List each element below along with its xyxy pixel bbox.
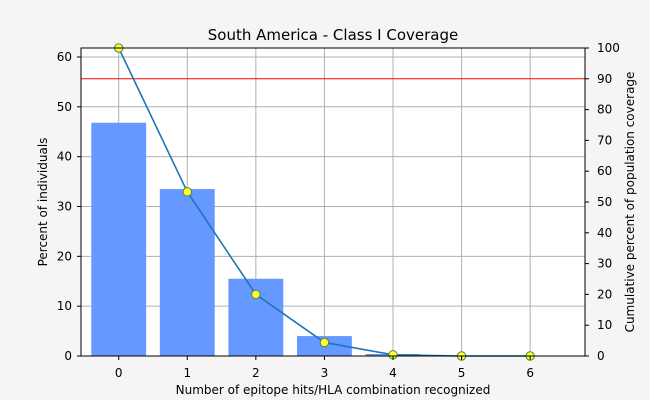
x-axis-label: Number of epitope hits/HLA combination r… <box>176 383 491 397</box>
x-tick-label: 2 <box>252 366 260 380</box>
y2-tick-label: 30 <box>597 257 612 271</box>
bar <box>159 189 215 356</box>
y2-axis-ticks: 0 10 20 30 40 50 60 70 80 90 100 <box>585 41 620 363</box>
chart-title: South America - Class I Coverage <box>208 26 458 44</box>
y-axis-label: Percent of individuals <box>36 138 50 267</box>
y2-tick-label: 10 <box>597 318 612 332</box>
plot-area <box>81 48 585 356</box>
y2-tick-label: 70 <box>597 133 612 147</box>
y-tick-label: 0 <box>64 349 72 363</box>
y2-tick-label: 0 <box>597 349 605 363</box>
y2-tick-label: 60 <box>597 164 612 178</box>
y-tick-label: 50 <box>57 100 72 114</box>
y-axis-ticks: 0 10 20 30 40 50 60 <box>57 50 81 363</box>
x-axis-ticks: 0 1 2 3 4 5 6 <box>115 356 534 380</box>
x-tick-label: 6 <box>526 366 534 380</box>
y-tick-label: 60 <box>57 50 72 64</box>
data-point <box>182 187 192 197</box>
x-tick-label: 3 <box>321 366 329 380</box>
y2-tick-label: 100 <box>597 41 620 55</box>
data-point <box>319 337 330 348</box>
y2-tick-label: 50 <box>597 195 612 209</box>
x-tick-label: 1 <box>183 366 191 380</box>
y-tick-label: 20 <box>57 249 72 263</box>
x-tick-label: 4 <box>389 366 397 380</box>
x-tick-label: 5 <box>458 366 466 380</box>
y-tick-label: 10 <box>57 299 72 313</box>
y2-tick-label: 80 <box>597 103 612 117</box>
y2-tick-label: 20 <box>597 287 612 301</box>
y2-tick-label: 40 <box>597 226 612 240</box>
x-tick-label: 0 <box>115 366 123 380</box>
bar <box>91 122 147 356</box>
y2-axis-label: Cumulative percent of population coverag… <box>623 72 637 333</box>
y2-tick-label: 90 <box>597 72 612 86</box>
y-tick-label: 40 <box>57 150 72 164</box>
y-tick-label: 30 <box>57 199 72 213</box>
data-point <box>251 289 261 300</box>
